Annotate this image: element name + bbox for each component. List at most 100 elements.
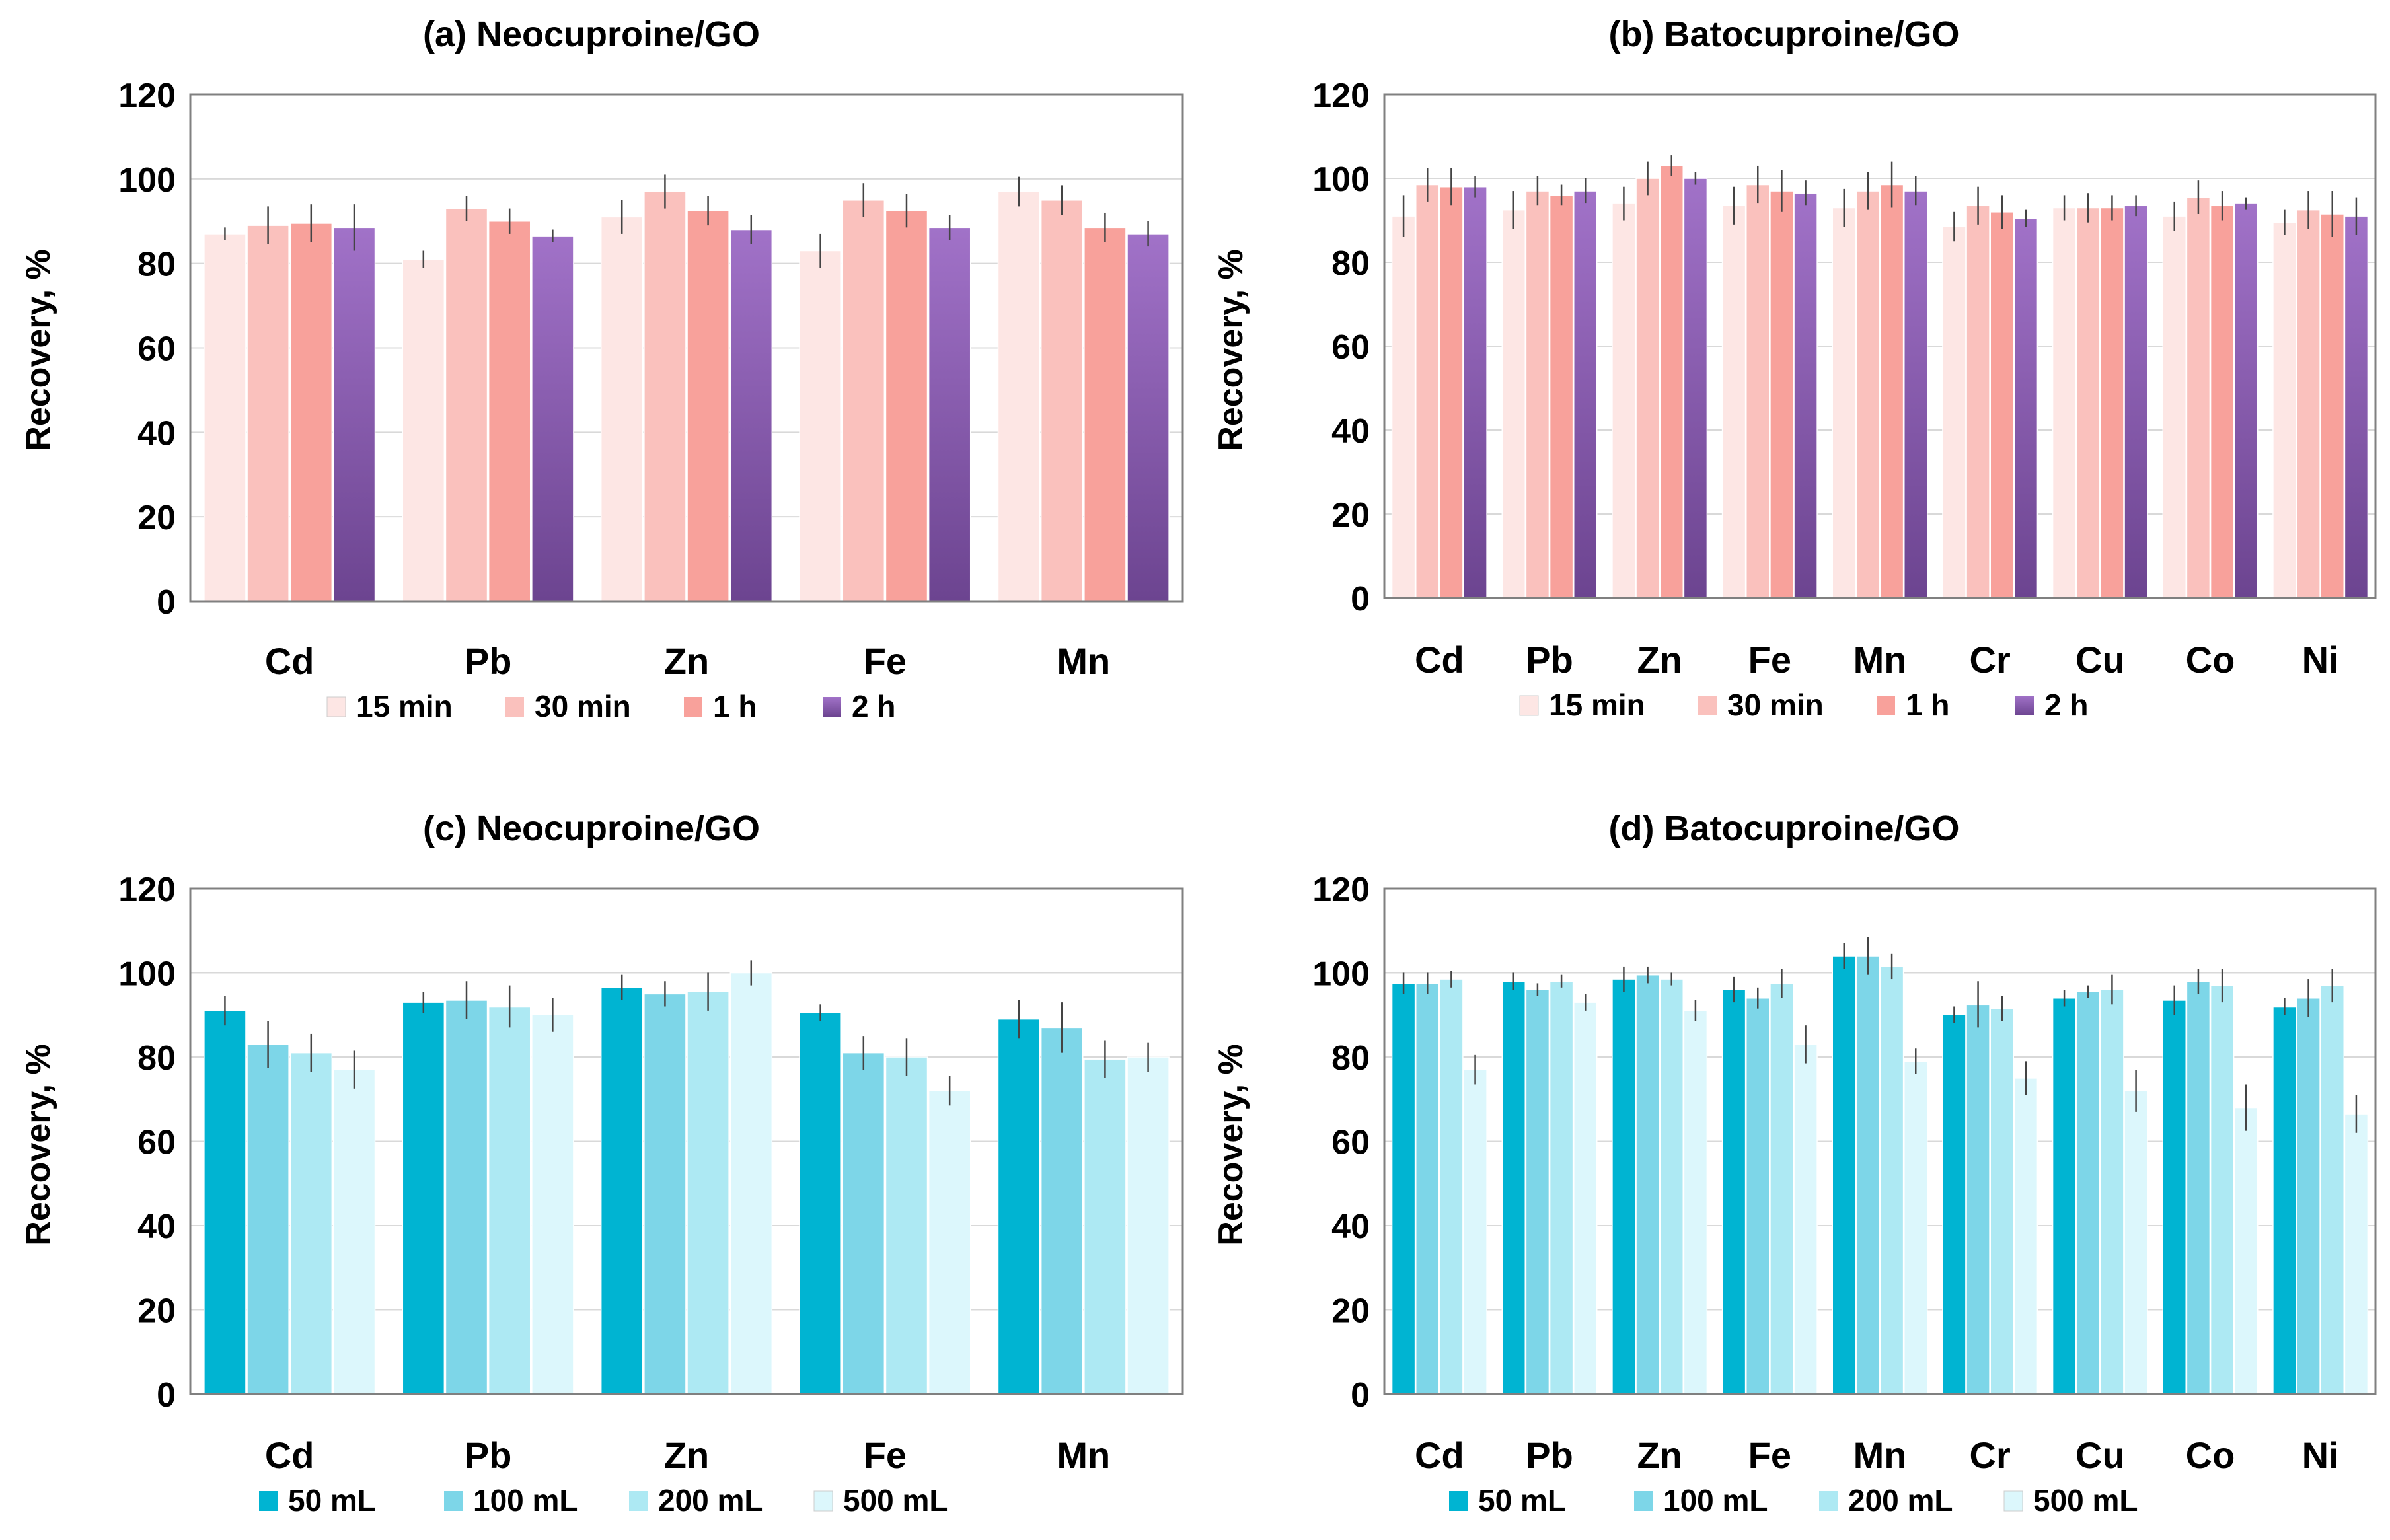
- legend-label: 15 min: [356, 689, 453, 723]
- bar: [2076, 991, 2101, 1395]
- y-tick-label: 100: [118, 955, 176, 994]
- bar: [2272, 221, 2297, 599]
- bar: [928, 1090, 971, 1395]
- bar: [928, 227, 971, 602]
- legend-label: 500 mL: [843, 1483, 948, 1518]
- bar: [2272, 1006, 2297, 1395]
- bar: [1904, 190, 1928, 599]
- bar: [2320, 213, 2344, 599]
- bar: [1855, 190, 1881, 599]
- bar: [445, 1000, 488, 1395]
- bar: [1439, 186, 1464, 599]
- bar: [2186, 980, 2211, 1395]
- bar: [644, 993, 687, 1395]
- bar: [1439, 978, 1464, 1395]
- bar: [1832, 955, 1856, 1395]
- y-tick-label: 0: [1351, 1376, 1370, 1414]
- legend-swatch: [823, 697, 841, 717]
- bar: [1659, 978, 1684, 1395]
- bar: [1832, 207, 1856, 599]
- legend-label: 50 mL: [288, 1483, 376, 1518]
- x-tick-label: Zn: [1637, 1434, 1682, 1476]
- bar: [1463, 1069, 1487, 1395]
- bar: [1549, 980, 1574, 1395]
- bar: [600, 216, 644, 602]
- bar: [2013, 1078, 2038, 1395]
- bar: [1391, 982, 1416, 1395]
- y-tick-label: 80: [1331, 1039, 1370, 1078]
- bar: [402, 258, 445, 602]
- bar: [2162, 1000, 2186, 1395]
- bar: [204, 1010, 246, 1395]
- bar: [600, 987, 644, 1395]
- legend-label: 2 h: [2044, 688, 2088, 722]
- y-axis-label: Recovery, %: [19, 1044, 57, 1245]
- y-tick-label: 120: [1312, 77, 1370, 115]
- bar: [2013, 217, 2038, 599]
- bar: [2210, 984, 2235, 1395]
- bar: [204, 233, 246, 602]
- bar: [1525, 190, 1550, 599]
- bar: [1501, 209, 1526, 599]
- chart-title: (a) Neocuproine/GO: [423, 15, 760, 54]
- legend-swatch: [505, 697, 524, 717]
- plot-border: [1383, 93, 2377, 599]
- bar: [1127, 233, 1170, 602]
- legend-swatch: [259, 1491, 278, 1511]
- y-tick-label: 60: [137, 1124, 176, 1162]
- legend-label: 2 h: [852, 689, 895, 723]
- x-tick-label: Cd: [265, 640, 315, 682]
- y-tick-label: 80: [137, 246, 176, 284]
- bar: [2234, 1107, 2259, 1395]
- bar: [1084, 227, 1127, 602]
- bar: [885, 1056, 928, 1395]
- bar: [687, 991, 729, 1395]
- legend-swatch: [326, 696, 346, 717]
- bar: [842, 1052, 885, 1395]
- bar: [2296, 998, 2321, 1395]
- legend-swatch: [1634, 1491, 1653, 1511]
- bar: [531, 1014, 574, 1395]
- x-tick-label: Co: [2186, 639, 2235, 680]
- bar: [1391, 215, 1416, 599]
- legend: 15 min 30 min 1 h 2 h: [1519, 688, 2088, 722]
- bar: [1942, 226, 1966, 599]
- plot-area: 0 20 40 60 80 100 120 Cd Pb Zn Fe Mn: [118, 871, 1184, 1476]
- bar: [799, 250, 842, 602]
- bar: [1721, 205, 1746, 599]
- bar: [1683, 1010, 1708, 1395]
- bar: [1525, 989, 1550, 1395]
- bar: [1966, 1004, 1990, 1395]
- x-tick-label: Ni: [2302, 639, 2339, 680]
- bar: [1683, 178, 1708, 599]
- y-tick-label: 60: [1331, 1124, 1370, 1162]
- legend-swatch: [1519, 695, 1539, 716]
- y-tick-label: 20: [137, 1292, 176, 1331]
- legend-label: 100 mL: [473, 1483, 578, 1518]
- legend-swatch: [684, 697, 702, 717]
- x-tick-label: Cu: [2075, 1434, 2125, 1476]
- plot-area: 0 20 40 60 80 100 120 Cd Pb Zn Fe Mn Cr Cu Co Ni: [1312, 871, 2377, 1476]
- legend: 15 min 30 min 1 h 2 h: [326, 689, 895, 723]
- bar: [1463, 186, 1487, 599]
- x-tick-label: Pb: [465, 640, 512, 682]
- y-tick-label: 120: [118, 77, 176, 115]
- legend-label: 200 mL: [658, 1483, 763, 1518]
- bar: [1942, 1014, 1966, 1395]
- x-tick-label: Cr: [1970, 639, 2011, 680]
- x-tick-label: Pb: [465, 1434, 512, 1476]
- bar: [2124, 1090, 2148, 1395]
- bar: [997, 1018, 1041, 1395]
- x-tick-label: Pb: [1526, 639, 1573, 680]
- bar: [1501, 980, 1526, 1395]
- bar: [2186, 196, 2211, 599]
- bar: [1721, 989, 1746, 1395]
- y-tick-label: 0: [1351, 580, 1370, 618]
- y-tick-label: 60: [1331, 328, 1370, 367]
- bar: [1990, 1008, 2014, 1395]
- x-tick-label: Cr: [1970, 1434, 2011, 1476]
- y-tick-label: 120: [118, 871, 176, 909]
- bar: [289, 1052, 333, 1395]
- bar: [1879, 966, 1904, 1395]
- chart-title: (b) Batocuproine/GO: [1609, 15, 1960, 54]
